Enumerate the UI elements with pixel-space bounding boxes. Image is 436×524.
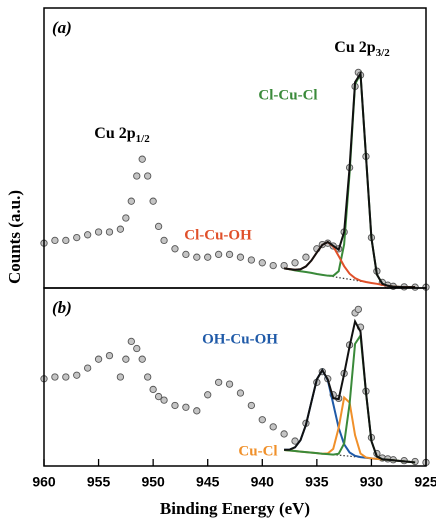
data-point xyxy=(236,389,245,397)
data-point xyxy=(116,225,125,233)
series-label: OH-Cu-OH xyxy=(202,331,278,347)
panel-label: (a) xyxy=(52,18,72,37)
data-point xyxy=(269,261,277,270)
x-axis-label: Binding Energy (eV) xyxy=(160,499,310,518)
data-point xyxy=(154,222,163,231)
data-point xyxy=(236,253,245,261)
data-point xyxy=(182,250,190,259)
data-point xyxy=(214,378,223,386)
data-point xyxy=(127,197,135,205)
data-point xyxy=(144,172,152,180)
peak-label-sub: 1/2 xyxy=(136,133,151,145)
data-point xyxy=(247,256,256,264)
fit-line xyxy=(284,332,416,464)
data-point xyxy=(193,253,201,261)
data-point xyxy=(73,233,81,242)
data-point xyxy=(354,305,362,314)
data-point xyxy=(258,259,266,267)
data-point xyxy=(258,416,266,424)
data-point xyxy=(225,380,234,388)
peak-label-sub: 3/2 xyxy=(376,47,391,59)
data-point xyxy=(51,373,59,381)
fit-line xyxy=(284,318,416,464)
data-point xyxy=(62,373,70,381)
data-point xyxy=(144,373,152,381)
data-point xyxy=(122,355,130,363)
data-point xyxy=(105,351,114,360)
data-point xyxy=(214,250,223,259)
data-point xyxy=(291,259,299,267)
panel-label: (b) xyxy=(52,298,72,317)
x-tick-label: 950 xyxy=(141,474,165,490)
data-point xyxy=(269,423,277,431)
data-point xyxy=(122,214,130,222)
data-point xyxy=(62,236,70,245)
data-point xyxy=(138,355,146,363)
data-point xyxy=(138,155,146,163)
data-point xyxy=(94,228,103,236)
series-label: Cu-Cl xyxy=(238,443,277,459)
data-point xyxy=(94,355,103,363)
y-axis-label: Counts (a.u.) xyxy=(5,190,24,284)
data-point xyxy=(127,337,135,346)
data-point xyxy=(84,231,92,239)
data-point xyxy=(160,236,168,245)
data-point xyxy=(160,396,168,404)
data-point xyxy=(291,437,299,445)
data-point xyxy=(280,430,288,438)
data-point xyxy=(302,253,310,261)
peak-label-main: Cu 2p xyxy=(94,125,135,142)
x-tick-label: 955 xyxy=(87,474,111,490)
fit-line xyxy=(283,70,416,289)
x-tick-label: 940 xyxy=(251,474,275,490)
data-point xyxy=(225,250,234,259)
x-tick-label: 935 xyxy=(305,474,329,490)
data-point xyxy=(84,364,92,372)
data-point xyxy=(51,236,59,245)
peak-label-main: Cu 2p xyxy=(334,39,375,56)
data-point xyxy=(149,197,157,205)
data-point xyxy=(154,392,163,401)
series-label: Cl-Cu-Cl xyxy=(258,87,317,103)
series-label: Cl-Cu-OH xyxy=(184,227,252,243)
x-tick-label: 960 xyxy=(32,474,56,490)
panel-frame xyxy=(43,287,427,467)
data-point xyxy=(193,407,201,415)
data-point xyxy=(247,401,256,410)
data-point xyxy=(171,401,179,410)
data-point xyxy=(116,373,125,381)
fit-line xyxy=(283,240,416,289)
data-point xyxy=(149,385,157,394)
data-point xyxy=(73,371,81,379)
data-point xyxy=(133,344,141,353)
data-point xyxy=(133,172,141,180)
x-tick-label: 930 xyxy=(360,474,384,490)
peak-label: Cu 2p3/2 xyxy=(334,39,390,59)
peak-label: Cu 2p1/2 xyxy=(94,125,150,145)
data-point xyxy=(204,391,212,399)
x-tick-label: 925 xyxy=(414,474,436,490)
x-tick-label: 945 xyxy=(196,474,220,490)
data-point xyxy=(105,228,114,236)
data-point xyxy=(182,403,190,411)
data-point xyxy=(171,245,179,253)
fit-line xyxy=(284,368,416,464)
data-point xyxy=(204,253,212,261)
